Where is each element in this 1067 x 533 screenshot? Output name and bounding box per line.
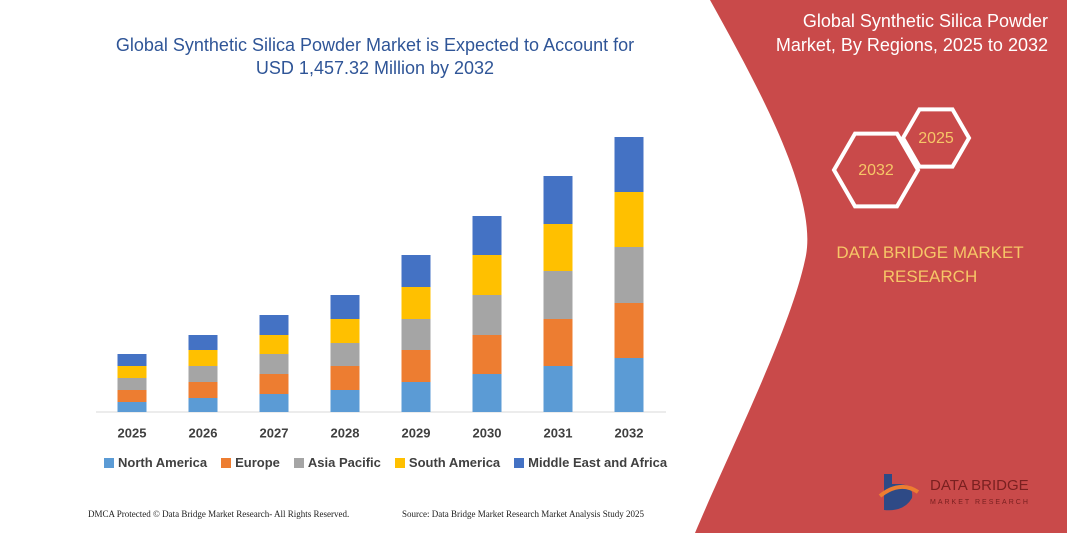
bar-segment [259,315,289,335]
legend-swatch [514,457,525,468]
bar-segment [117,366,147,378]
chart-title: Global Synthetic Silica Powder Market is… [115,35,635,78]
logo-tagline: MARKET RESEARCH [930,499,1030,506]
legend: North America Europe Asia Pacific South Ame… [104,455,667,470]
bar-segment [614,303,644,358]
bar-segment [472,216,502,255]
hexagon-label: 2032 [858,162,894,179]
x-tick-label: 2027 [260,425,289,440]
bar-segment [472,374,502,412]
bar-segment [259,335,289,354]
x-tick-label: 2031 [544,425,573,440]
brand: DATA BRIDGE MARKET RESEARCH [836,243,1024,286]
bar-segment [401,319,431,350]
legend-swatch [221,457,232,468]
bar-segment [259,354,289,374]
bar-segment [330,295,360,319]
x-tick-label: 2028 [331,425,360,440]
legend-label: South America [408,455,501,470]
bar-segment [472,335,502,374]
bar-segment [543,271,573,319]
legend-item: Europe [221,455,280,470]
hexagon [831,131,921,209]
bar-segment [259,374,289,394]
bar-segment [330,319,360,343]
bar-segment [117,354,147,366]
x-tick-label: 2026 [189,425,218,440]
bar-segment [401,287,431,319]
footer-source: Source: Data Bridge Market Research Mark… [402,509,644,519]
bar-segment [472,255,502,295]
bar-segment [188,335,218,350]
legend-item: North America [104,455,207,470]
bar-segment [188,350,218,366]
bar-segment [117,390,147,402]
x-tick-label: 2030 [473,425,502,440]
bar-segment [614,247,644,303]
hexagon [900,107,972,169]
bar-segment [117,378,147,390]
x-tick-label: 2025 [118,425,147,440]
side-title: Global Synthetic Silica Powder Market, B… [775,11,1048,55]
legend-swatch [394,457,405,468]
side-panel [695,0,1067,533]
bar-segment [401,382,431,412]
footer-rights: DMCA Protected © Data Bridge Market Rese… [88,509,350,519]
bar-segment [472,295,502,335]
bar-segment [188,398,218,412]
bar-segment [401,350,431,382]
legend-item: Middle East and Africa [514,455,667,470]
legend-label: Asia Pacific [307,455,381,470]
bar-segment [614,137,644,192]
legend-label: North America [118,455,208,470]
bar-segment [543,366,573,412]
legend-item: Asia Pacific [293,455,381,470]
bar-segment [614,192,644,247]
hexagon-label: 2025 [918,130,954,147]
bar-segment [259,394,289,412]
logo-name: DATA BRIDGE [930,477,1029,494]
bar-segment [188,382,218,398]
x-tick-label: 2032 [615,425,644,440]
bar-segment [401,255,431,287]
bar-segment [543,224,573,271]
bar-segment [543,176,573,224]
bar-segment [543,319,573,366]
bar-segment [330,390,360,412]
bar-segment [117,402,147,412]
legend-swatch [293,457,304,468]
legend-swatch [104,457,114,468]
legend-label: Middle East and Africa [528,455,668,470]
bar-segment [330,343,360,366]
legend-item: South America [394,455,501,470]
bar-segment [330,366,360,390]
bar-segment [188,366,218,382]
legend-label: Europe [235,455,280,470]
x-tick-label: 2029 [402,425,431,440]
logo-icon [884,474,913,511]
logo-icon [878,484,920,498]
bar-segment [614,358,644,412]
